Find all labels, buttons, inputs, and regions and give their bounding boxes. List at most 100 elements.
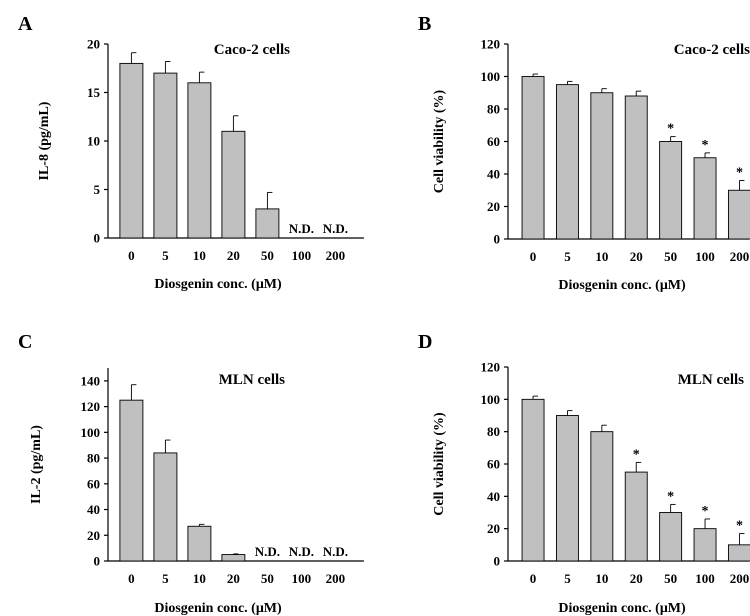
not-detected-label: N.D. bbox=[323, 221, 348, 236]
y-tick-label: 0 bbox=[94, 231, 101, 246]
x-tick-label: 50 bbox=[664, 249, 677, 264]
x-tick-label: 20 bbox=[227, 248, 240, 263]
x-tick-label: 100 bbox=[695, 249, 715, 264]
y-tick-label: 120 bbox=[481, 360, 501, 375]
x-tick-label: 100 bbox=[695, 571, 715, 586]
y-tick-label: 80 bbox=[487, 424, 500, 439]
y-tick-label: 20 bbox=[487, 199, 500, 214]
bar bbox=[119, 62, 144, 239]
not-detected-label: N.D. bbox=[289, 544, 314, 559]
x-tick-label: 20 bbox=[630, 571, 643, 586]
x-tick-label: 0 bbox=[128, 248, 135, 263]
y-tick-label: 0 bbox=[494, 232, 501, 247]
x-tick-label: 5 bbox=[162, 571, 169, 586]
x-tick-label: 10 bbox=[193, 248, 206, 263]
y-tick-label: 100 bbox=[481, 392, 501, 407]
x-tick-label: 200 bbox=[326, 571, 346, 586]
y-tick-label: 40 bbox=[487, 489, 500, 504]
y-tick-label: 40 bbox=[487, 167, 500, 182]
panel-d: D 0 20 40 60 80 100 120 0 5 10 * 20 * 50 * 100 * 200 MLN ce… bbox=[418, 331, 750, 616]
significance-marker: * bbox=[736, 519, 743, 534]
x-tick-label: 5 bbox=[564, 571, 571, 586]
bar bbox=[221, 130, 246, 239]
bar bbox=[153, 72, 178, 239]
y-tick-label: 100 bbox=[481, 69, 501, 84]
y-axis-title: Cell viability (%) bbox=[432, 412, 447, 516]
significance-marker: * bbox=[633, 447, 640, 462]
x-tick-label: 200 bbox=[326, 248, 346, 263]
bar bbox=[727, 189, 750, 240]
x-tick-label: 100 bbox=[292, 248, 312, 263]
y-tick-label: 20 bbox=[87, 37, 100, 52]
x-tick-label: 20 bbox=[630, 249, 643, 264]
bar bbox=[693, 528, 717, 562]
y-axis-title: IL-2 (pg/mL) bbox=[29, 425, 44, 504]
bar bbox=[624, 471, 648, 562]
panel-letter: C bbox=[18, 331, 32, 353]
y-axis-title: Cell viability (%) bbox=[432, 89, 447, 193]
x-tick-label: 10 bbox=[595, 571, 608, 586]
y-axis-title: IL-8 (pg/mL) bbox=[37, 101, 52, 180]
panel-letter: D bbox=[418, 331, 432, 353]
not-detected-label: N.D. bbox=[255, 544, 280, 559]
y-tick-label: 20 bbox=[87, 528, 100, 543]
bar bbox=[590, 431, 614, 562]
y-tick-label: 140 bbox=[81, 373, 101, 388]
bar bbox=[624, 95, 648, 240]
x-tick-label: 5 bbox=[564, 249, 571, 264]
chart-title: MLN cells bbox=[219, 372, 285, 388]
bar bbox=[153, 452, 178, 562]
significance-marker: * bbox=[702, 138, 709, 153]
bar bbox=[187, 525, 212, 562]
y-tick-label: 120 bbox=[481, 37, 501, 52]
x-axis-title: Diosgenin conc. (μM) bbox=[558, 278, 686, 293]
x-axis-title: Diosgenin conc. (μM) bbox=[558, 601, 686, 616]
y-tick-label: 80 bbox=[487, 102, 500, 117]
y-tick-label: 120 bbox=[81, 399, 101, 414]
bar bbox=[590, 92, 614, 240]
bar bbox=[521, 398, 545, 562]
y-tick-label: 60 bbox=[87, 476, 100, 491]
not-detected-label: N.D. bbox=[323, 544, 348, 559]
bar bbox=[555, 84, 579, 240]
chart-title: MLN cells bbox=[678, 372, 744, 388]
y-tick-label: 60 bbox=[487, 134, 500, 149]
bar bbox=[693, 157, 717, 240]
bar bbox=[659, 141, 683, 240]
y-tick-label: 0 bbox=[494, 554, 501, 569]
significance-marker: * bbox=[702, 504, 709, 519]
bar bbox=[255, 208, 280, 239]
x-tick-label: 10 bbox=[595, 249, 608, 264]
y-tick-label: 20 bbox=[487, 521, 500, 536]
significance-marker: * bbox=[667, 122, 674, 137]
bar bbox=[221, 554, 246, 562]
x-tick-label: 0 bbox=[530, 249, 537, 264]
y-tick-label: 15 bbox=[87, 85, 101, 100]
x-tick-label: 0 bbox=[128, 571, 135, 586]
significance-marker: * bbox=[667, 489, 674, 504]
bar bbox=[187, 82, 212, 239]
bar bbox=[727, 544, 750, 562]
x-tick-label: 200 bbox=[730, 571, 750, 586]
y-tick-label: 60 bbox=[487, 457, 500, 472]
x-tick-label: 50 bbox=[664, 571, 677, 586]
x-tick-label: 5 bbox=[162, 248, 169, 263]
x-tick-label: 50 bbox=[261, 248, 274, 263]
x-tick-label: 10 bbox=[193, 571, 206, 586]
y-tick-label: 40 bbox=[87, 502, 100, 517]
x-tick-label: 20 bbox=[227, 571, 240, 586]
x-tick-label: 200 bbox=[730, 249, 750, 264]
significance-marker: * bbox=[736, 166, 743, 181]
x-axis-title: Diosgenin conc. (μM) bbox=[154, 277, 282, 292]
y-tick-label: 0 bbox=[94, 554, 101, 569]
x-tick-label: 0 bbox=[530, 571, 537, 586]
y-tick-label: 100 bbox=[81, 425, 101, 440]
x-tick-label: 100 bbox=[292, 571, 312, 586]
y-tick-label: 10 bbox=[87, 134, 100, 149]
bar bbox=[521, 76, 545, 240]
y-tick-label: 5 bbox=[94, 182, 101, 197]
bar bbox=[555, 415, 579, 562]
x-axis-title: Diosgenin conc. (μM) bbox=[154, 601, 282, 616]
